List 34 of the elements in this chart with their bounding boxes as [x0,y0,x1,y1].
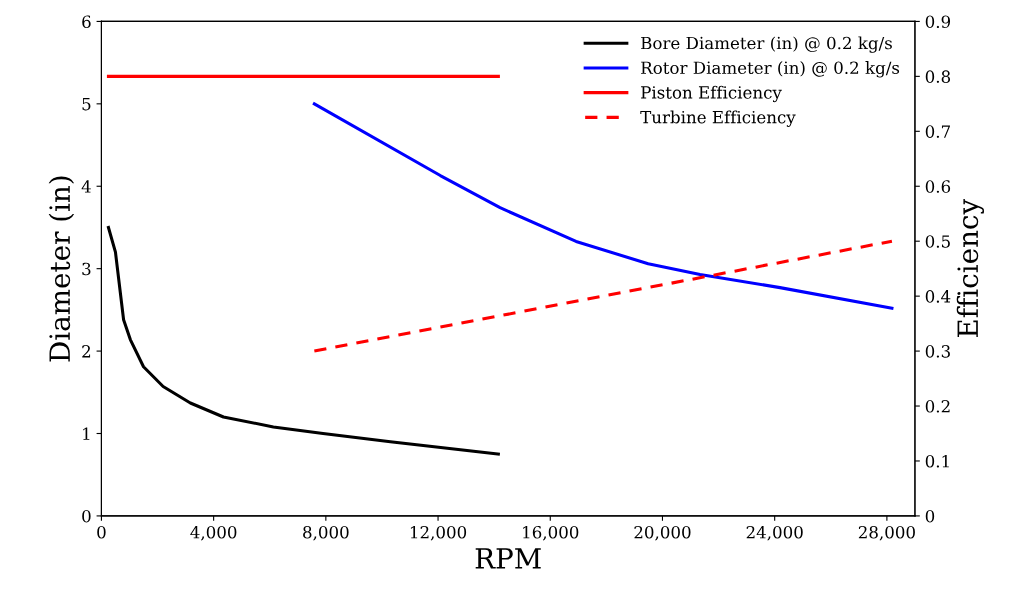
y2-tick-label: 0.6 [925,180,951,193]
y-tick-label: 0 [82,509,91,523]
y-tick-label: 3 [82,262,91,276]
y-axis-title: Diameter (in) [48,176,75,362]
x-tick-label: 0 [97,525,106,539]
x-axis-title: RPM [475,548,541,569]
y-tick-label: 4 [81,180,91,193]
y-tick-label: 2 [82,345,91,358]
legend-label: Bore Diameter (in) @ 0.2 kg/s [641,36,892,53]
x-tick-label: 16,000 [523,525,579,541]
legend-label: Turbine Efficiency [640,110,796,127]
x-tick-label: 20,000 [634,525,691,541]
x-tick-label: 12,000 [410,525,467,541]
x-tick-label: 8,000 [303,525,349,541]
x-tick-label: 4,000 [190,525,237,541]
y-tick-label: 1 [83,427,90,440]
y2-tick-label: 0.2 [925,399,950,413]
x-tick-label: 28,000 [858,525,915,541]
y-tick-label: 6 [82,15,91,28]
y2-tick-label: 0.7 [925,125,950,138]
y2-tick-label: 0.9 [925,15,951,28]
line-series [312,102,894,310]
legend-label: Piston Efficiency [641,85,782,103]
y2-tick-label: 0.3 [925,345,950,358]
y2-tick-label: 0.5 [925,235,950,248]
y2-tick-label: 0.1 [925,454,949,468]
line-series [106,225,500,456]
x-tick-label: 24,000 [746,525,803,541]
y2-tick-label: 0.4 [925,290,951,303]
y-tick-label: 5 [82,98,91,111]
y2-tick-label: 0 [925,509,935,523]
legend-label: Rotor Diameter (in) @ 0.2 kg/s [641,61,900,78]
y2-tick-label: 0.8 [925,70,951,83]
y2-axis-title: Efficiency [956,198,984,338]
